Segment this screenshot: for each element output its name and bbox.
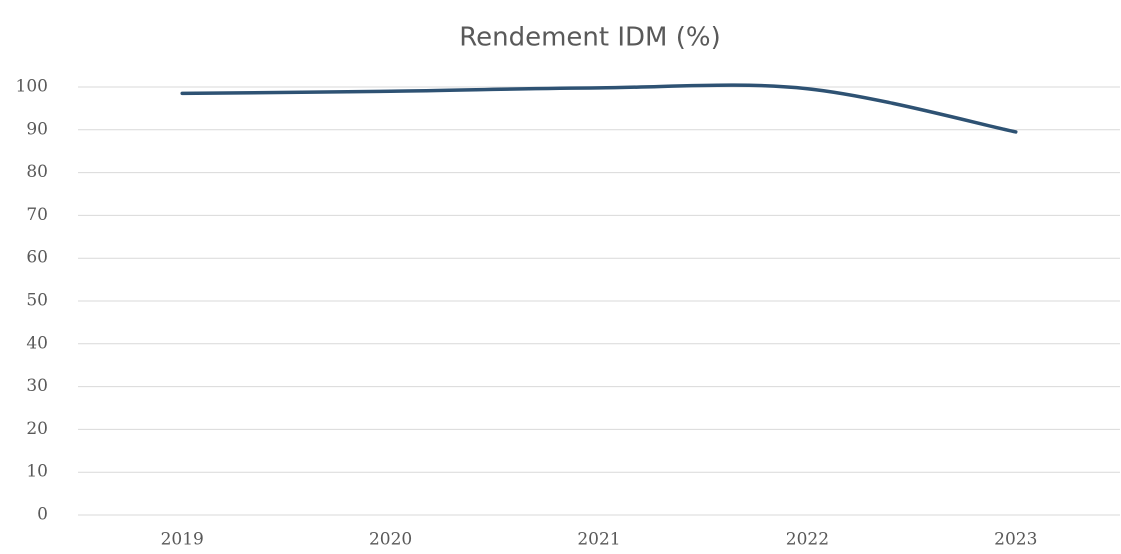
y-tick-label: 0 xyxy=(37,505,48,525)
y-tick-label: 80 xyxy=(26,162,48,182)
y-tick-label: 70 xyxy=(26,205,48,225)
line-series xyxy=(180,83,1018,134)
y-tick-label: 100 xyxy=(16,77,48,97)
y-tick-label: 40 xyxy=(26,333,48,353)
x-tick-label: 2020 xyxy=(369,530,412,550)
x-tick-label: 2023 xyxy=(994,530,1037,550)
y-tick-label: 10 xyxy=(26,462,48,482)
x-tick-label: 2022 xyxy=(786,530,829,550)
y-tick-label: 20 xyxy=(26,419,48,439)
y-tick-label: 50 xyxy=(26,291,48,311)
y-tick-label: 90 xyxy=(26,119,48,139)
x-tick-label: 2021 xyxy=(577,530,620,550)
x-tick-label: 2019 xyxy=(161,530,204,550)
y-tick-label: 60 xyxy=(26,248,48,268)
y-tick-label: 30 xyxy=(26,376,48,396)
chart-title: Rendement IDM (%) xyxy=(459,23,721,53)
